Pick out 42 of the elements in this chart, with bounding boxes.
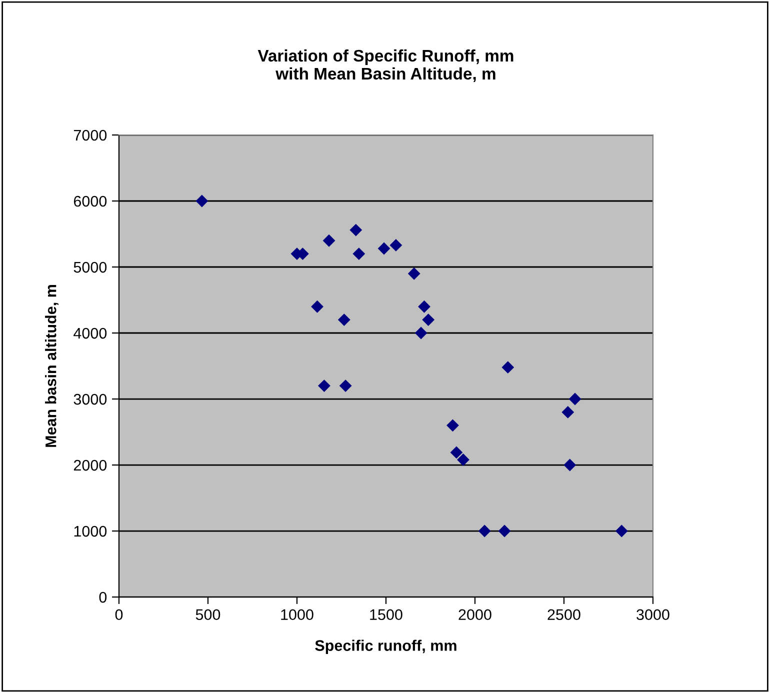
point: [422, 314, 435, 326]
y-tick-label: 0: [99, 592, 107, 603]
point: [338, 314, 350, 326]
y-axis-title: Mean basin altitude, m: [45, 285, 58, 447]
y-tick-label: 2000: [74, 460, 107, 471]
point: [446, 419, 459, 432]
point: [322, 234, 336, 247]
x-tick-label: 3000: [636, 609, 670, 620]
chart-title: Variation of Specific Runoff, mm with Mean Basin Altitude, m: [258, 49, 514, 82]
point: [478, 524, 491, 538]
y-tick-label: 1000: [74, 526, 107, 537]
point: [564, 458, 576, 472]
point: [352, 248, 366, 260]
point: [318, 380, 330, 392]
point: [196, 194, 208, 208]
y-tick-label: 5000: [74, 262, 107, 273]
point: [390, 239, 402, 252]
point: [562, 406, 574, 418]
point: [457, 454, 470, 466]
x-tick-label: 1000: [281, 609, 314, 620]
y-tick-label: 6000: [74, 196, 107, 207]
point: [568, 392, 582, 406]
y-tick-label: 7000: [74, 130, 107, 141]
point: [498, 524, 511, 538]
x-tick-label: 2500: [548, 609, 580, 620]
x-tick-label: 1500: [370, 609, 402, 620]
point: [339, 380, 352, 392]
point: [502, 361, 514, 374]
x-axis-title: Specific runoff, mm: [315, 640, 456, 654]
point: [414, 326, 428, 340]
y-tick-label: 3000: [74, 394, 107, 405]
x-tick-label: 500: [196, 609, 220, 620]
point: [615, 524, 628, 538]
point: [311, 300, 324, 313]
point: [408, 267, 420, 280]
point: [350, 224, 362, 236]
x-tick-label: 2000: [458, 609, 492, 620]
x-tick-label: 0: [115, 609, 123, 620]
point: [418, 300, 430, 313]
point: [378, 242, 390, 255]
y-tick-label: 4000: [74, 328, 107, 339]
point: [450, 446, 463, 459]
